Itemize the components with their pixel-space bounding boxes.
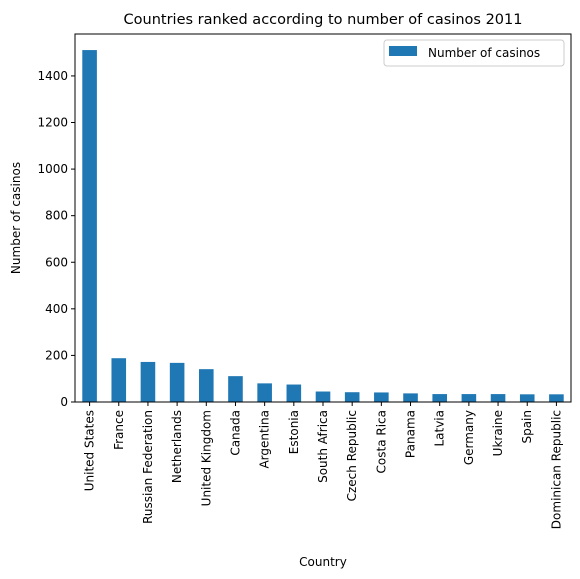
legend-label: Number of casinos bbox=[428, 46, 540, 60]
bar bbox=[549, 394, 564, 402]
legend-swatch bbox=[389, 46, 417, 56]
bar bbox=[461, 394, 477, 402]
x-tick-label: United Kingdom bbox=[199, 410, 213, 506]
x-tick-label: Canada bbox=[228, 410, 242, 456]
bar bbox=[257, 383, 272, 402]
bar bbox=[344, 392, 360, 402]
x-tick-label: Czech Republic bbox=[345, 410, 359, 501]
y-tick-label: 400 bbox=[45, 302, 68, 316]
x-tick-label: Spain bbox=[520, 410, 534, 444]
legend-frame bbox=[383, 39, 565, 67]
x-tick-label: France bbox=[112, 410, 126, 450]
plot-frame bbox=[74, 33, 572, 403]
y-tick-label: 1400 bbox=[37, 69, 68, 83]
x-tick-label: Latvia bbox=[433, 410, 447, 447]
bar bbox=[140, 361, 156, 402]
y-tick-label: 0 bbox=[60, 395, 68, 409]
x-tick-label: South Africa bbox=[316, 410, 330, 483]
x-tick-label: United States bbox=[83, 410, 97, 491]
x-tick-label: Dominican Republic bbox=[549, 410, 563, 529]
x-tick-label: Netherlands bbox=[170, 410, 184, 483]
bar bbox=[490, 394, 506, 402]
chart-title: Countries ranked according to number of … bbox=[124, 12, 523, 28]
y-tick-label: 600 bbox=[45, 255, 68, 269]
bar bbox=[315, 391, 331, 402]
x-tick-label: Ukraine bbox=[491, 410, 505, 456]
y-axis-label: Number of casinos bbox=[9, 162, 23, 274]
x-tick-label: Russian Federation bbox=[141, 410, 155, 524]
bar bbox=[403, 393, 418, 402]
x-tick-label: Panama bbox=[404, 410, 418, 458]
bar bbox=[286, 384, 302, 402]
x-axis-label: Country bbox=[299, 555, 347, 569]
legend: Number of casinos bbox=[383, 39, 565, 67]
y-tick-label: 800 bbox=[45, 209, 68, 223]
bar bbox=[374, 392, 389, 402]
bar bbox=[199, 369, 214, 402]
bar bbox=[111, 358, 127, 402]
x-tick-label: Germany bbox=[462, 410, 476, 465]
bar bbox=[169, 362, 185, 402]
bar bbox=[228, 376, 243, 402]
y-tick-label: 200 bbox=[45, 348, 68, 362]
x-tick-label: Costa Rica bbox=[374, 410, 388, 473]
bar bbox=[519, 394, 535, 402]
bars-layer bbox=[82, 50, 564, 402]
bar bbox=[432, 394, 447, 402]
x-axis: United States France Russian Federation Net… bbox=[83, 402, 563, 529]
bar bbox=[82, 50, 97, 402]
y-tick-label: 1000 bbox=[37, 162, 68, 176]
x-tick-label: Estonia bbox=[287, 410, 301, 454]
y-tick-label: 1200 bbox=[37, 116, 68, 130]
y-axis: 0 200 400 600 800 1000 1200 1400 bbox=[37, 69, 75, 409]
x-tick-label: Argentina bbox=[258, 410, 272, 469]
